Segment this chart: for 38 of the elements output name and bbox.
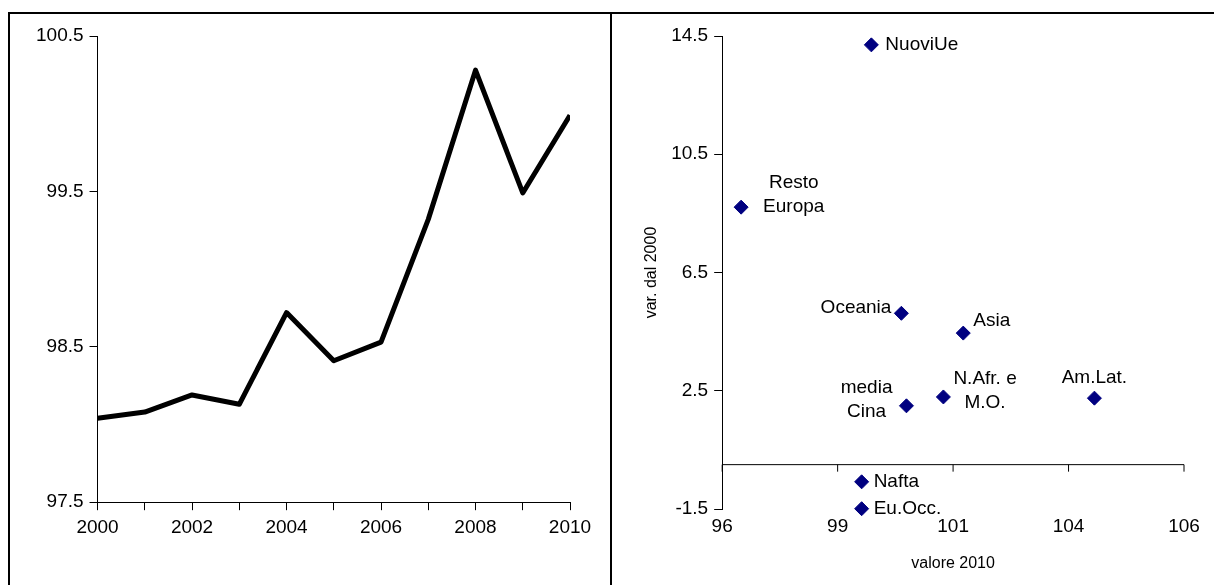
x-tick-label: 2000 — [76, 515, 119, 537]
point — [733, 199, 749, 215]
annotation: NuoviUe — [885, 33, 959, 55]
x-tick-label: 104 — [1052, 514, 1085, 536]
y-tick-label: 99.5 — [46, 179, 84, 201]
y-tick-label: 98.5 — [46, 335, 84, 357]
x-tick-label: 96 — [711, 514, 733, 536]
x-tick-label: 2008 — [454, 515, 497, 537]
annotation: Asia — [973, 309, 1011, 331]
y-tick-label: 97.5 — [46, 490, 84, 512]
point — [893, 305, 909, 321]
x-tick-label: 2010 — [548, 515, 592, 537]
point — [935, 389, 951, 405]
x-tick-label: 2004 — [265, 515, 309, 537]
y-tick-label: 14.5 — [671, 24, 709, 46]
annotation: media Cina — [840, 376, 893, 422]
point — [1086, 390, 1102, 406]
y-axis-title: var. dal 2000 — [642, 226, 660, 319]
annotation: Nafta — [873, 470, 920, 492]
y-tick-label: 100.5 — [36, 24, 84, 46]
point — [854, 474, 870, 490]
annotation: Am.Lat. — [1061, 366, 1128, 388]
x-tick-label: 106 — [1168, 514, 1200, 536]
point — [955, 325, 971, 341]
point — [898, 398, 914, 414]
x-tick-label: 2002 — [170, 515, 214, 537]
x-tick-label: 99 — [827, 514, 849, 536]
annotation: Oceania — [820, 295, 892, 317]
y-tick-label: 2.5 — [681, 378, 709, 400]
point — [863, 37, 879, 53]
y-tick-label: 10.5 — [671, 142, 709, 164]
y-tick-label: 6.5 — [681, 260, 709, 282]
point — [854, 501, 870, 517]
x-axis-title: valore 2010 — [911, 553, 995, 571]
annotation: N.Afr. e M.O. — [953, 367, 1017, 413]
annotation: Resto Europa — [763, 171, 825, 217]
y-tick-label: -1.5 — [675, 497, 709, 519]
x-tick-label: 2006 — [359, 515, 403, 537]
